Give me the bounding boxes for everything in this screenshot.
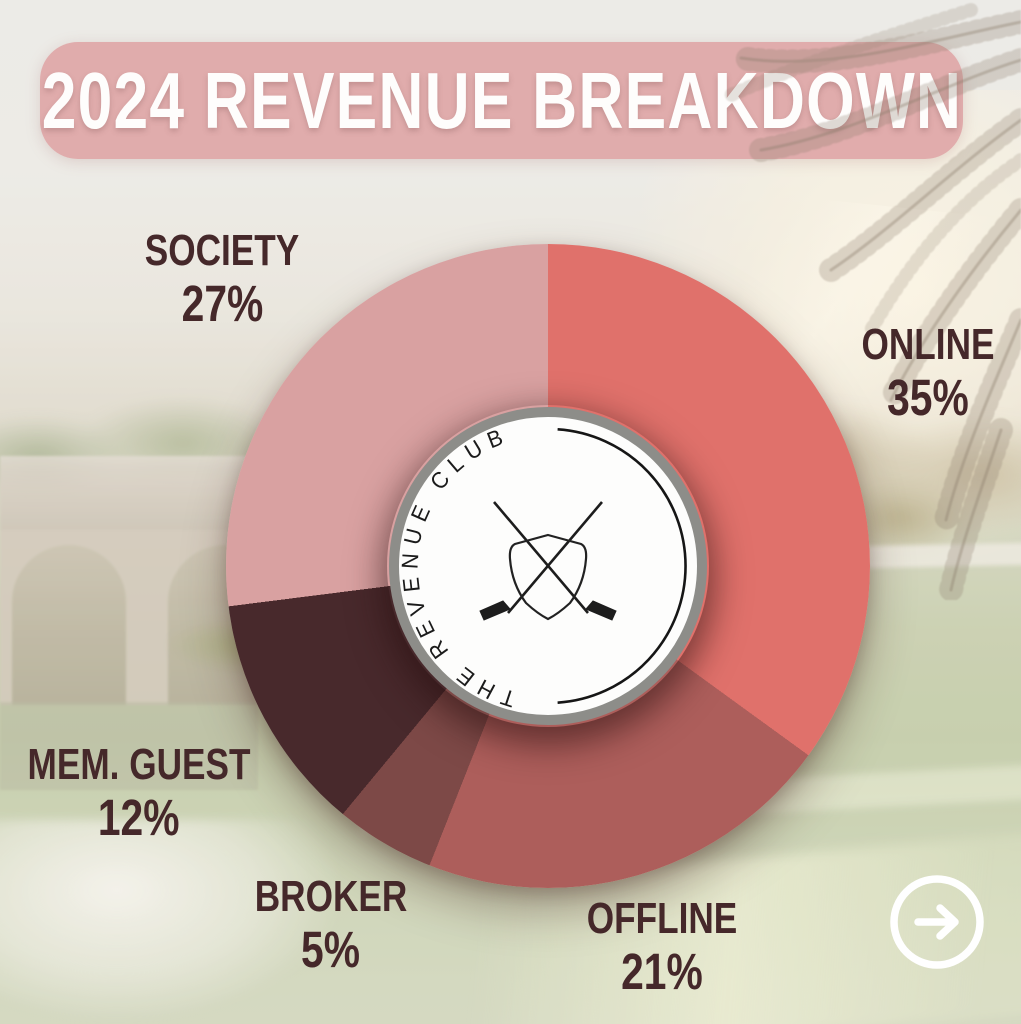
arrow-right-icon: [914, 904, 959, 940]
segment-label-mem-guest: MEM. GUEST 12%: [27, 740, 251, 846]
waterfall-decoration: [0, 820, 340, 1020]
title-banner: 2024 REVENUE BREAKDOWN: [40, 42, 963, 159]
bridge-water: [0, 702, 258, 790]
page-title: 2024 REVENUE BREAKDOWN: [41, 55, 962, 145]
next-arrow-button[interactable]: [888, 873, 986, 971]
foliage-decoration: [724, 3, 1021, 600]
segment-label-online: ONLINE 35%: [861, 320, 995, 426]
logo-right-arc: [557, 428, 687, 704]
arrow-circle: [890, 875, 984, 969]
bridge-deck: [0, 456, 258, 530]
segment-label-society: SOCIETY 27%: [144, 226, 300, 332]
brand-logo: THE REVENUE CLUB: [387, 405, 709, 727]
bridge-arch: [12, 545, 126, 705]
shield-icon: [508, 533, 588, 621]
segment-label-offline: OFFLINE 21%: [586, 894, 738, 1000]
brand-logo-art: THE REVENUE CLUB: [389, 407, 707, 725]
crossed-golf-clubs-icon: [479, 501, 617, 621]
segment-label-broker: BROKER 5%: [254, 872, 408, 978]
